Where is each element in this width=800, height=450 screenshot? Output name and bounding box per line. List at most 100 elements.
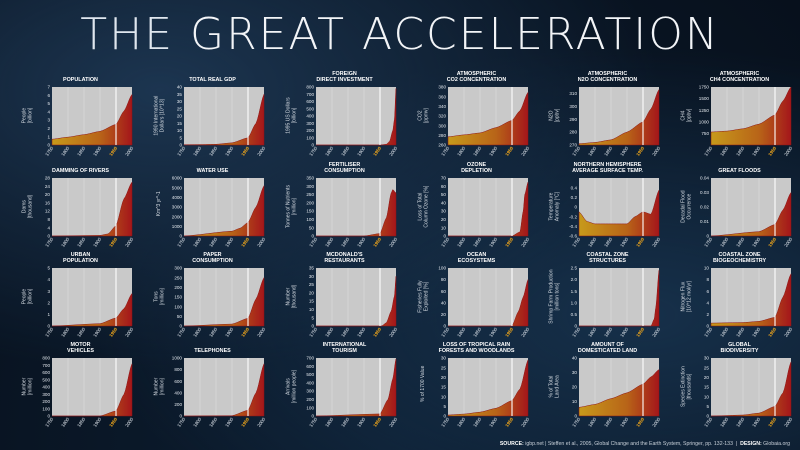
data-series-area xyxy=(447,91,529,146)
data-series-area xyxy=(52,363,133,417)
y-axis-label: % of Total Land Area xyxy=(548,375,560,398)
y-axis-label: Temperature Anomaly [°C] xyxy=(548,191,560,222)
y-tick-label: 20 xyxy=(572,385,578,390)
y-tick-label: 5 xyxy=(179,135,182,140)
x-tick-label: 1800 xyxy=(324,326,334,338)
data-series-area xyxy=(710,191,792,237)
x-tick-label: 1750 xyxy=(44,416,54,428)
x-tick-label: 1750 xyxy=(571,326,581,338)
y-tick-label: 1000 xyxy=(699,119,710,124)
y-tick-label: 25 xyxy=(704,365,710,370)
y-axis-label: Tons [million] xyxy=(153,288,165,306)
x-tick-label: 1850 xyxy=(472,145,482,157)
chart-panel: FOREIGN DIRECT INVESTMENT 1995 US Dollars… xyxy=(278,71,411,165)
chart-title: McDONALD'S RESTAURANTS xyxy=(324,252,365,265)
x-tick-label: 1950 xyxy=(108,236,118,248)
chart-plot: 0 1 2 3 4 5 1750 1800 1850 1900 1950 2000 xyxy=(44,266,134,338)
y-tick-label: 3 xyxy=(47,289,50,294)
x-tick-label: 1850 xyxy=(340,416,350,428)
y-tick-label: 15 xyxy=(309,299,315,304)
y-tick-label: 200 xyxy=(306,200,314,205)
x-tick-label: 1800 xyxy=(60,236,70,248)
chart-plot: 0 5 10 15 20 25 30 1750 1800 1850 1900 1950 2000 xyxy=(703,356,793,428)
y-tick-label: 5 xyxy=(311,315,314,320)
x-tick-label: 1950 xyxy=(240,326,250,338)
chart-plot: 0 1 2 3 4 5 6 7 1750 1800 1850 1900 1950 2000 xyxy=(44,85,134,157)
chart-plot: 0 50 100 150 200 250 300 350 1750 1800 1850 1900 195… xyxy=(306,176,398,248)
y-tick-label: 12 xyxy=(45,209,51,214)
data-series-area xyxy=(710,86,792,146)
x-tick-label: 1800 xyxy=(60,416,70,428)
x-tick-label: 1750 xyxy=(308,416,318,428)
x-tick-label: 1950 xyxy=(240,236,250,248)
plot-background xyxy=(316,178,396,236)
y-tick-label: 4000 xyxy=(172,195,183,200)
y-axis-label: CO2 [ppmv] xyxy=(417,108,429,124)
chart-title: COASTAL ZONE STRUCTURES xyxy=(586,252,629,265)
y-tick-label: 0 xyxy=(311,143,314,148)
y-tick-label: 35 xyxy=(177,92,183,97)
chart-plot: 0 100 200 300 400 500 600 700 800 1750 1800 1850 190… xyxy=(306,85,398,157)
source-label: SOURCE: xyxy=(499,441,524,447)
y-tick-label: 0 xyxy=(179,324,182,329)
x-tick-label: 1800 xyxy=(60,326,70,338)
plot-background xyxy=(316,358,396,416)
y-tick-label: 280 xyxy=(569,130,577,135)
x-tick-label: 1750 xyxy=(308,145,318,157)
x-tick-label: 1750 xyxy=(703,236,713,248)
y-tick-label: 100 xyxy=(174,304,182,309)
y-tick-label: 6 xyxy=(47,93,50,98)
x-tick-label: 1850 xyxy=(208,416,218,428)
y-axis-label: Arrivals [million people] xyxy=(285,369,297,404)
y-axis-label: 1990 International Dollars [10^13] xyxy=(153,95,165,136)
chart-panel: TOTAL REAL GDP 1990 International Dollars… xyxy=(146,75,279,165)
y-tick-label: 5 xyxy=(706,404,709,409)
title-part-main: GREAT ACCELERATION xyxy=(189,9,720,60)
chart-title: INTERNATIONAL TOURISM xyxy=(322,342,367,355)
x-tick-label: 2000 xyxy=(783,326,793,338)
y-tick-label: 15 xyxy=(441,385,447,390)
chart-title: NORTHERN HEMISPHERE AVERAGE SURFACE TEMP… xyxy=(572,162,643,175)
x-tick-label: 1750 xyxy=(703,145,713,157)
y-tick-label: 500 xyxy=(306,372,314,377)
chart-plot: -0.6 -0.4 -0.2 0 0.2 0.4 1750 1800 1850 1900 1950 2… xyxy=(569,178,662,248)
y-tick-label: 280 xyxy=(438,133,446,138)
y-tick-label: 300 xyxy=(306,184,314,189)
x-tick-label: 1900 xyxy=(92,416,102,428)
chart-panel: McDONALD'S RESTAURANTS Number [thousand] 0… xyxy=(278,252,411,346)
x-tick-label: 1900 xyxy=(356,416,366,428)
data-series-area xyxy=(316,276,397,327)
x-tick-label: 1900 xyxy=(92,145,102,157)
y-tick-label: 0.01 xyxy=(700,219,709,224)
y-tick-label: 0 xyxy=(47,234,50,239)
chart-plot: 0 0.01 0.02 0.03 0.04 1750 1800 1850 1900 1950 200… xyxy=(700,176,794,248)
x-tick-label: 1750 xyxy=(571,145,581,157)
x-tick-label: 1900 xyxy=(488,326,498,338)
chart-plot: 0 100 200 300 400 500 600 700 800 1750 1800 1850 190… xyxy=(42,356,134,428)
y-tick-label: 10 xyxy=(441,394,447,399)
y-tick-label: 0 xyxy=(443,324,446,329)
data-series-area xyxy=(51,93,133,146)
y-tick-label: 6000 xyxy=(172,176,183,181)
chart-title: GLOBAL BIODIVERSITY xyxy=(720,342,759,355)
x-tick-label: 2000 xyxy=(520,416,530,428)
x-tick-label: 1950 xyxy=(372,326,382,338)
chart-panel: INTERNATIONAL TOURISM Arrivals [million p… xyxy=(278,342,411,436)
x-tick-label: 1950 xyxy=(767,416,777,428)
y-tick-label: 5 xyxy=(47,266,50,271)
x-tick-label: 1850 xyxy=(603,326,613,338)
x-tick-label: 1800 xyxy=(719,326,729,338)
y-tick-label: 2000 xyxy=(172,214,183,219)
x-tick-label: 1900 xyxy=(92,236,102,248)
x-tick-label: 1950 xyxy=(504,416,514,428)
y-tick-label: 0 xyxy=(47,324,50,329)
data-series-area xyxy=(316,88,397,146)
x-tick-label: 2000 xyxy=(651,416,661,428)
y-tick-label: 3000 xyxy=(172,205,183,210)
x-tick-label: 1850 xyxy=(472,416,482,428)
data-series-area xyxy=(315,358,397,417)
data-series-area xyxy=(51,181,133,237)
y-tick-label: 800 xyxy=(306,85,314,90)
chart-title: ATMOSPHERIC N2O CONCENTRATION xyxy=(577,71,638,84)
chart-title: DAMMING OF RIVERS xyxy=(52,168,109,174)
